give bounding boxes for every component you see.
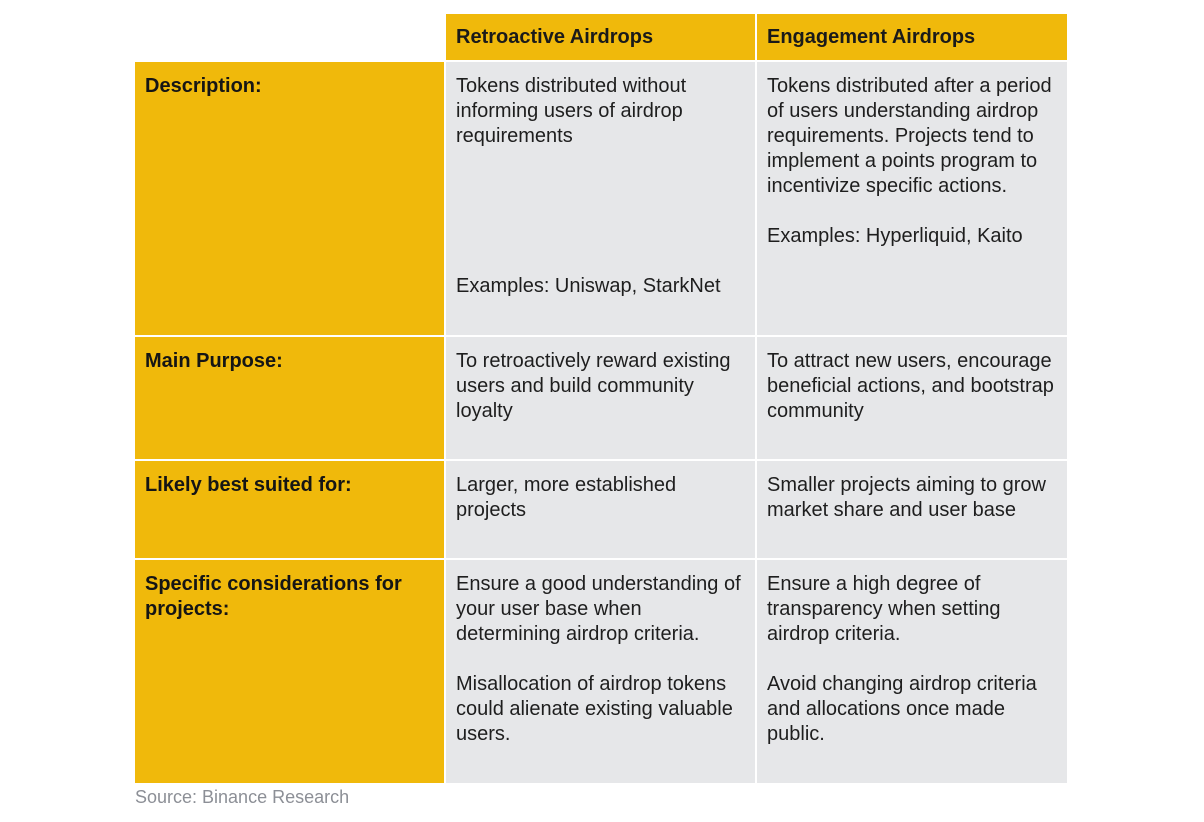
table-row-best-suited: Likely best suited for: Larger, more est… bbox=[135, 461, 1067, 558]
comparison-table: Retroactive Airdrops Engagement Airdrops… bbox=[135, 14, 1067, 785]
cell-text: Ensure a good understanding of your user… bbox=[456, 573, 741, 645]
cell-text: Smaller projects aiming to grow market s… bbox=[767, 474, 1046, 521]
cell-retroactive-considerations: Ensure a good understanding of your user… bbox=[446, 560, 755, 783]
cell-engagement-considerations: Ensure a high degree of transparency whe… bbox=[757, 560, 1067, 783]
row-label-considerations: Specific considerations for projects: bbox=[135, 560, 444, 783]
cell-engagement-main-purpose: To attract new users, encourage benefici… bbox=[757, 337, 1067, 459]
cell-text: Larger, more established projects bbox=[456, 474, 677, 521]
cell-text: Tokens distributed after a period of use… bbox=[767, 75, 1052, 197]
cell-retroactive-best-suited: Larger, more established projects bbox=[446, 461, 755, 558]
cell-examples: Examples: Hyperliquid, Kaito bbox=[767, 225, 1023, 247]
table-row-main-purpose: Main Purpose: To retroactively reward ex… bbox=[135, 337, 1067, 459]
header-retroactive-airdrops: Retroactive Airdrops bbox=[446, 14, 755, 60]
cell-retroactive-description: Tokens distributed without informing use… bbox=[446, 62, 755, 335]
cell-engagement-description: Tokens distributed after a period of use… bbox=[757, 62, 1067, 335]
row-label-description: Description: bbox=[135, 62, 444, 335]
cell-examples: Examples: Uniswap, StarkNet bbox=[456, 275, 721, 297]
cell-text: Misallocation of airdrop tokens could al… bbox=[456, 673, 733, 745]
table-row-considerations: Specific considerations for projects: En… bbox=[135, 560, 1067, 783]
cell-engagement-best-suited: Smaller projects aiming to grow market s… bbox=[757, 461, 1067, 558]
cell-text: Avoid changing airdrop criteria and allo… bbox=[767, 673, 1037, 745]
table-row-description: Description: Tokens distributed without … bbox=[135, 62, 1067, 335]
source-caption: Source: Binance Research bbox=[135, 787, 350, 807]
header-empty-cell bbox=[135, 14, 444, 60]
cell-retroactive-main-purpose: To retroactively reward existing users a… bbox=[446, 337, 755, 459]
table-header-row: Retroactive Airdrops Engagement Airdrops bbox=[135, 14, 1067, 60]
cell-text: Tokens distributed without informing use… bbox=[456, 75, 687, 147]
row-label-main-purpose: Main Purpose: bbox=[135, 337, 444, 459]
header-engagement-airdrops: Engagement Airdrops bbox=[757, 14, 1067, 60]
row-label-best-suited: Likely best suited for: bbox=[135, 461, 444, 558]
cell-text: To retroactively reward existing users a… bbox=[456, 350, 731, 422]
cell-text: To attract new users, encourage benefici… bbox=[767, 350, 1054, 422]
cell-text: Ensure a high degree of transparency whe… bbox=[767, 573, 1001, 645]
